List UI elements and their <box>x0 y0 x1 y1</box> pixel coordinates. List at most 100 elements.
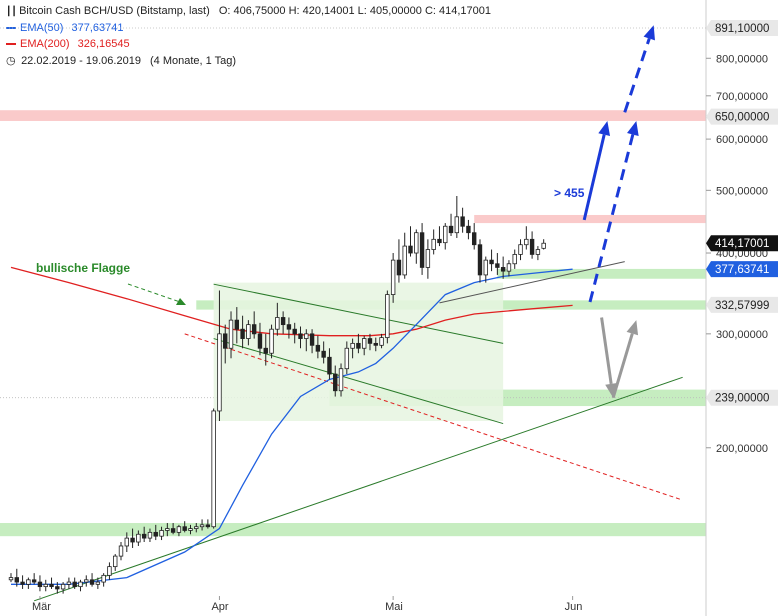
trend-lines <box>33 261 683 602</box>
candle <box>251 311 257 339</box>
candle-body <box>327 356 332 375</box>
candle <box>286 317 292 339</box>
candle-body <box>246 324 251 339</box>
candle-body <box>72 581 77 588</box>
candle <box>431 229 436 255</box>
candle <box>8 573 14 583</box>
candle-body <box>240 328 245 339</box>
candle-body <box>286 324 292 330</box>
zone-green-2 <box>497 268 706 279</box>
candle-body <box>541 242 546 249</box>
candle-body <box>315 344 321 352</box>
candle-body <box>425 249 431 268</box>
zone-red-0 <box>0 110 706 121</box>
candle-body <box>269 328 274 354</box>
candle <box>246 320 251 346</box>
candle <box>84 575 89 587</box>
zone-red-1 <box>474 214 706 224</box>
candle <box>506 260 512 277</box>
candle <box>385 290 390 344</box>
candle-body <box>524 238 529 246</box>
candle-body <box>182 526 187 531</box>
value-tag: 650,00000 <box>706 108 778 125</box>
candle-body <box>466 225 471 234</box>
candle <box>136 530 141 546</box>
candle-body <box>49 583 54 588</box>
candle-body <box>95 581 101 585</box>
candle <box>188 524 193 535</box>
y-tick-label: 500,00000 <box>716 185 768 197</box>
value-tag-bg <box>706 235 778 252</box>
candle <box>124 532 129 553</box>
candle-body <box>147 531 153 539</box>
candle <box>338 363 344 397</box>
candle-body <box>350 342 355 349</box>
candle <box>263 333 268 366</box>
candle <box>460 207 465 233</box>
candle <box>14 568 19 587</box>
ema50-value: 377,63741 <box>71 22 124 34</box>
flag-pointer-line <box>127 283 181 303</box>
candle <box>280 311 286 334</box>
candle <box>205 519 211 529</box>
candle <box>448 213 454 236</box>
candle-body <box>43 583 48 588</box>
candle <box>37 575 43 592</box>
x-axis: Mär Apr Mai Jun <box>32 596 582 613</box>
candle <box>518 239 523 261</box>
value-tag-bg <box>706 261 778 278</box>
candle-body <box>454 216 460 234</box>
candle <box>298 326 303 349</box>
grid <box>0 0 707 616</box>
candle-body <box>448 225 454 234</box>
arrow-dashed-1-head <box>627 120 639 137</box>
zone-green-5 <box>0 523 706 537</box>
ema200-swatch <box>6 43 16 46</box>
value-tag: 377,63741 <box>706 261 778 278</box>
candle-body <box>356 342 361 349</box>
candle-body <box>223 333 228 349</box>
candle-body <box>471 232 477 246</box>
candle-body <box>211 410 216 528</box>
candle-body <box>419 232 425 268</box>
legend-ema50: EMA(50) 377,63741 <box>6 22 123 34</box>
candle <box>304 329 309 352</box>
candle-body <box>8 577 14 581</box>
value-tag-bg <box>706 389 778 406</box>
candle-body <box>113 555 118 568</box>
candle-body <box>361 338 367 349</box>
candle <box>356 333 361 354</box>
candle <box>89 573 95 587</box>
candle-body <box>234 319 240 330</box>
candle <box>43 579 48 592</box>
candle-body <box>373 342 378 346</box>
candle <box>170 523 176 535</box>
candle-body <box>130 537 135 543</box>
candle <box>321 341 326 364</box>
ema200-label: EMA(200) <box>20 38 70 50</box>
candle-body <box>477 244 483 276</box>
candle-body <box>495 263 500 268</box>
candle <box>466 219 471 240</box>
annotations: bullische Flagge > 455 <box>36 186 585 305</box>
candle <box>78 579 83 592</box>
candle-body <box>437 238 442 244</box>
candle <box>240 315 245 349</box>
candle-body <box>89 579 95 585</box>
candle-body <box>101 574 106 583</box>
arrow-dashed-2-head <box>643 25 655 41</box>
title-row: ┃┃ Bitcoin Cash BCH/USD (Bitstamp, last)… <box>6 5 491 17</box>
y-tick-label: 700,00000 <box>716 91 768 103</box>
candle-body <box>298 333 303 339</box>
candle <box>101 573 106 587</box>
candle <box>269 324 274 359</box>
candle-body <box>136 533 141 543</box>
candle <box>512 249 517 269</box>
candle <box>524 226 529 250</box>
candle-body <box>194 526 199 529</box>
candle-body <box>309 333 315 346</box>
ohlc-values: O: 406,75000 H: 420,14001 L: 405,00000 C… <box>218 5 492 17</box>
candle <box>194 523 199 533</box>
candle <box>165 523 170 537</box>
candle-body <box>518 244 523 255</box>
